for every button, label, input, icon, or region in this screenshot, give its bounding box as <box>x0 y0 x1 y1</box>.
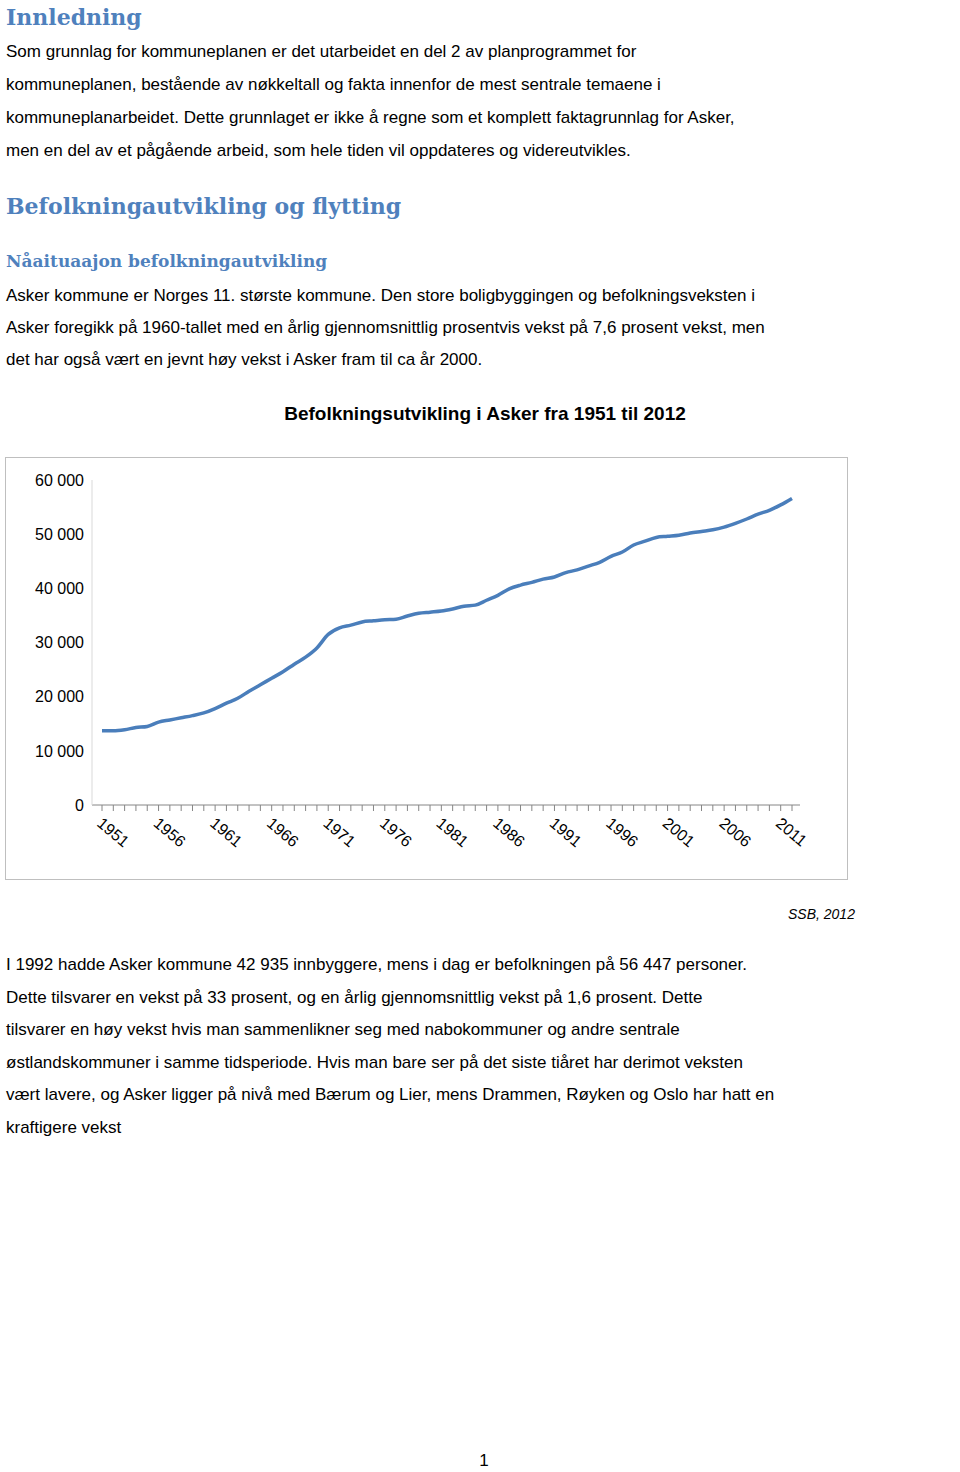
html-text:I 1992 hadde Asker kommune 42: I 1992 hadde Asker kommune 42 935 innbyg… <box>6 955 747 974</box>
html-text:Befolkningautvikling og flytti: Befolkningautvikling og flytting <box>6 193 402 219</box>
svg-text:1986: 1986 <box>490 814 528 850</box>
svg-text:1966: 1966 <box>264 814 302 850</box>
svg-text:60 000: 60 000 <box>35 472 84 489</box>
svg-text:1956: 1956 <box>151 814 189 850</box>
html-text:Som grunnlag for kommuneplanen: Som grunnlag for kommuneplanen er det ut… <box>6 42 637 61</box>
svg-text:20 000: 20 000 <box>35 688 84 705</box>
svg-text:1981: 1981 <box>433 814 471 850</box>
svg-text:2011: 2011 <box>773 814 810 849</box>
svg-text:10 000: 10 000 <box>35 743 84 760</box>
html-text:Asker foregikk på 1960-tallet: Asker foregikk på 1960-tallet med en årl… <box>6 318 765 337</box>
svg-text:2001: 2001 <box>660 814 698 850</box>
html-text:SSB, 2012: SSB, 2012 <box>788 906 855 922</box>
svg-text:1991: 1991 <box>547 814 585 850</box>
svg-text:1951: 1951 <box>94 814 132 850</box>
html-text:Asker kommune er Norges 11. st: Asker kommune er Norges 11. største komm… <box>6 286 755 305</box>
svg-text:30 000: 30 000 <box>35 634 84 651</box>
html-text:Innledning: Innledning <box>6 4 142 30</box>
html-text:tilsvarer en høy vekst hvis ma: tilsvarer en høy vekst hvis man sammenli… <box>6 1020 680 1039</box>
html-text:men en del av et pågående arbe: men en del av et pågående arbeid, som he… <box>6 141 631 160</box>
svg-text:50 000: 50 000 <box>35 526 84 543</box>
svg-text:1961: 1961 <box>207 814 245 850</box>
html-text:kraftigere vekst: kraftigere vekst <box>6 1118 122 1137</box>
html-text:østlandskommuner i samme tidsp: østlandskommuner i samme tidsperiode. Hv… <box>6 1053 743 1072</box>
html-text:vært lavere, og Asker ligger p: vært lavere, og Asker ligger på nivå med… <box>6 1085 775 1104</box>
html-text:Dette tilsvarer en vekst på 33: Dette tilsvarer en vekst på 33 prosent, … <box>6 988 703 1007</box>
html-text:det har også vært en jevnt høy: det har også vært en jevnt høy vekst i A… <box>6 350 483 369</box>
html-text:kommuneplanarbeidet. Dette gru: kommuneplanarbeidet. Dette grunnlaget er… <box>6 108 735 127</box>
html-text:kommuneplanen, bestående av nø: kommuneplanen, bestående av nøkkeltall o… <box>6 75 661 94</box>
svg-text:1976: 1976 <box>377 814 415 850</box>
svg-text:40 000: 40 000 <box>35 580 84 597</box>
svg-text:1996: 1996 <box>603 814 641 850</box>
svg-text:1971: 1971 <box>320 814 358 850</box>
html-text:Befolkningsutvikling i Asker f: Befolkningsutvikling i Asker fra 1951 ti… <box>284 403 686 424</box>
html-text:Nåaituaajon befolkningautvikli: Nåaituaajon befolkningautvikling <box>6 251 328 271</box>
svg-text:2006: 2006 <box>716 814 754 850</box>
html-text:1: 1 <box>479 1451 489 1470</box>
svg-text:0: 0 <box>75 797 84 814</box>
